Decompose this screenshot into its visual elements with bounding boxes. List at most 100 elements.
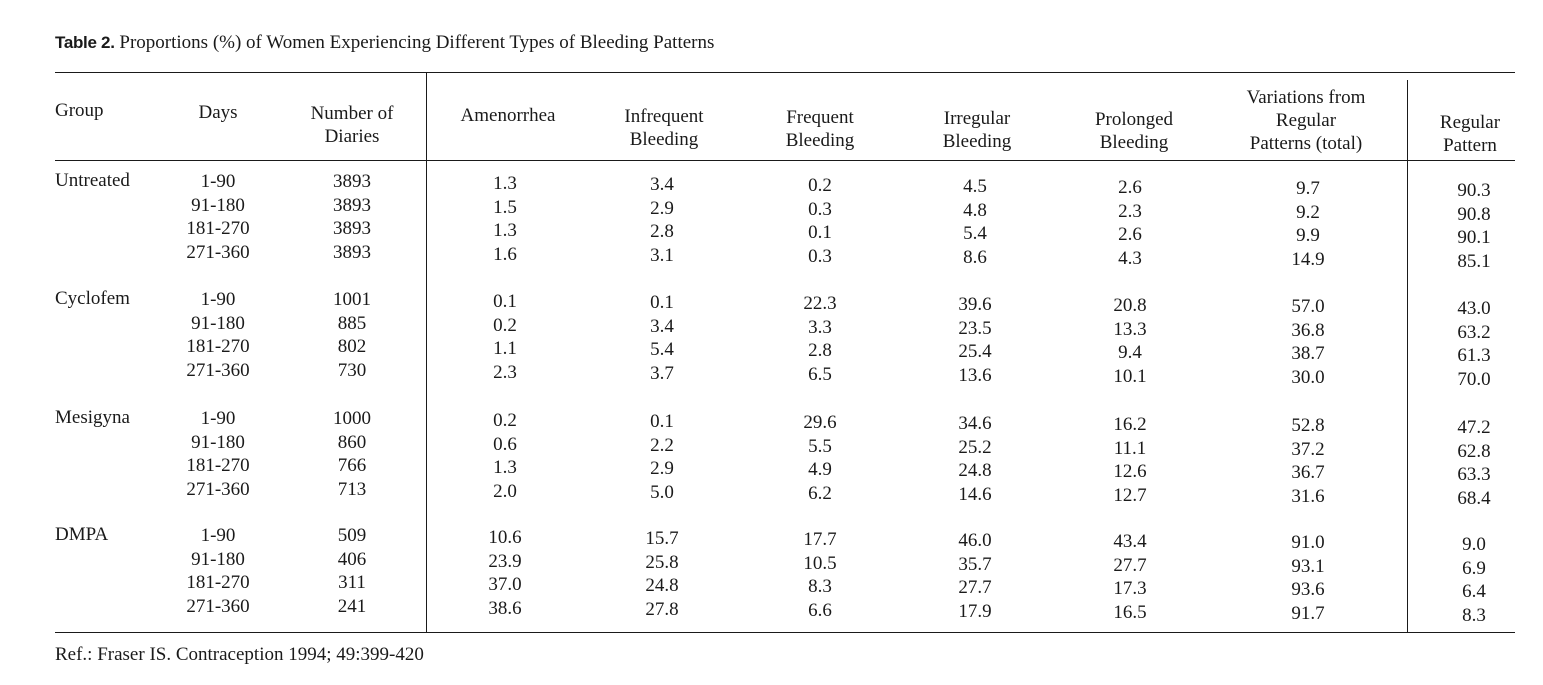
- table-cell-frequent: 2.8: [808, 340, 832, 362]
- table-cell-infrequent: 24.8: [645, 575, 679, 597]
- table-cell-regular: 90.3: [1457, 180, 1491, 201]
- table-cell-diaries: 860: [337, 431, 367, 453]
- table-cell-variations: 57.0: [1291, 296, 1325, 317]
- table-cell-infrequent: 27.8: [645, 598, 679, 620]
- table-cell-prolonged: 9.4: [1118, 342, 1142, 364]
- table-cell-prolonged: 43.4: [1113, 531, 1147, 552]
- header-days: Days: [198, 102, 238, 123]
- table-cell-amenorrhea: 10.6: [488, 527, 522, 548]
- table-cell-diaries: 802: [337, 336, 367, 358]
- table-cell-irregular: 8.6: [963, 246, 987, 268]
- table-cell-irregular: 4.5: [963, 176, 987, 197]
- reference-note: Ref.: Fraser IS. Contraception 1994; 49:…: [55, 644, 424, 665]
- table-cell-days: 181-270: [186, 455, 250, 477]
- group-label: DMPA: [55, 524, 109, 545]
- table-cell-days: 271-360: [186, 359, 250, 381]
- table-cell-infrequent: 0.1: [650, 292, 674, 313]
- table-cell-prolonged: 12.6: [1113, 461, 1147, 483]
- table-cell-regular: 8.3: [1462, 604, 1486, 626]
- table-cell-regular: 70.0: [1457, 368, 1491, 390]
- table-cell-prolonged: 16.5: [1113, 601, 1147, 623]
- table-cell-irregular: 27.7: [958, 577, 992, 599]
- table-cell-irregular: 14.6: [958, 483, 992, 505]
- table-cell-regular: 9.0: [1462, 534, 1486, 555]
- table-cell-infrequent: 2.9: [650, 458, 674, 480]
- table-cell-prolonged: 27.7: [1113, 554, 1147, 576]
- table-cell-amenorrhea: 0.6: [493, 433, 517, 455]
- table-cell-infrequent: 3.7: [650, 362, 674, 384]
- header-infrequent: Infrequent Bleeding: [624, 106, 704, 150]
- table-cell-regular: 85.1: [1457, 250, 1491, 272]
- table-cell-amenorrhea: 23.9: [488, 550, 522, 572]
- table-cell-regular: 90.1: [1457, 227, 1491, 249]
- table-cell-variations: 38.7: [1291, 343, 1325, 365]
- table-cell-amenorrhea: 0.2: [493, 410, 517, 431]
- table-cell-amenorrhea: 1.3: [493, 173, 517, 194]
- table-cell-infrequent: 15.7: [645, 528, 679, 549]
- table-cell-days: 91-180: [191, 194, 245, 216]
- table-cell-days: 181-270: [186, 336, 250, 358]
- table-cell-days: 271-360: [186, 595, 250, 617]
- table-cell-frequent: 6.6: [808, 599, 832, 621]
- table-cell-amenorrhea: 2.0: [493, 480, 517, 502]
- table-cell-variations: 9.2: [1296, 201, 1320, 223]
- table-cell-variations: 9.9: [1296, 225, 1320, 247]
- table-cell-variations: 36.8: [1291, 319, 1325, 341]
- table-cell-variations: 37.2: [1291, 438, 1325, 460]
- table-cell-frequent: 4.9: [808, 459, 832, 481]
- table-cell-days: 91-180: [191, 431, 245, 453]
- table-cell-diaries: 3893: [333, 194, 371, 216]
- table-cell-variations: 30.0: [1291, 366, 1325, 388]
- table-cell-days: 91-180: [191, 312, 245, 334]
- table-cell-prolonged: 16.2: [1113, 414, 1147, 435]
- table-cell-variations: 52.8: [1291, 415, 1325, 436]
- table-cell-amenorrhea: 1.6: [493, 243, 517, 265]
- table-cell-amenorrhea: 38.6: [488, 597, 522, 619]
- table-cell-amenorrhea: 0.1: [493, 291, 517, 312]
- table-cell-irregular: 24.8: [958, 460, 992, 482]
- table-cell-regular: 6.4: [1462, 581, 1486, 603]
- table-cell-frequent: 6.2: [808, 482, 832, 504]
- table-cell-irregular: 4.8: [963, 199, 987, 221]
- table-cell-days: 91-180: [191, 548, 245, 570]
- table-cell-frequent: 3.3: [808, 316, 832, 338]
- table-cell-prolonged: 12.7: [1113, 484, 1147, 506]
- table-cell-infrequent: 2.9: [650, 197, 674, 219]
- table-cell-variations: 31.6: [1291, 485, 1325, 507]
- group-label: Untreated: [55, 170, 130, 191]
- table-cell-diaries: 311: [338, 572, 366, 594]
- table-cell-infrequent: 3.4: [650, 315, 674, 337]
- table-title: Table 2. Proportions (%) of Women Experi…: [55, 32, 714, 54]
- table-caption: Proportions (%) of Women Experiencing Di…: [114, 32, 715, 53]
- table-cell-prolonged: 2.6: [1118, 177, 1142, 198]
- header-diaries: Number of Diaries: [310, 103, 394, 147]
- table-cell-amenorrhea: 37.0: [488, 574, 522, 596]
- table-cell-variations: 93.1: [1291, 555, 1325, 577]
- header-rule: [55, 160, 1515, 161]
- table-cell-irregular: 23.5: [958, 317, 992, 339]
- table-cell-infrequent: 5.0: [650, 481, 674, 503]
- table-cell-prolonged: 11.1: [1113, 437, 1147, 459]
- bottom-rule: [55, 632, 1515, 633]
- table-cell-prolonged: 13.3: [1113, 318, 1147, 340]
- table-cell-diaries: 1001: [333, 289, 371, 310]
- table-cell-frequent: 0.2: [808, 175, 832, 196]
- table-cell-amenorrhea: 1.3: [493, 220, 517, 242]
- table-cell-variations: 14.9: [1291, 248, 1325, 270]
- table-cell-frequent: 29.6: [803, 412, 837, 433]
- table-cell-regular: 63.2: [1457, 321, 1491, 343]
- table-cell-days: 1-90: [200, 525, 236, 546]
- table-cell-days: 1-90: [200, 171, 236, 192]
- table-cell-frequent: 6.5: [808, 363, 832, 385]
- header-regular: Regular Pattern: [1439, 112, 1501, 156]
- table-cell-diaries: 3893: [333, 218, 371, 240]
- table-cell-infrequent: 3.4: [650, 174, 674, 195]
- header-group: Group: [55, 100, 104, 121]
- table-cell-variations: 9.7: [1296, 178, 1320, 199]
- table-cell-irregular: 5.4: [963, 223, 987, 245]
- table-cell-diaries: 3893: [333, 241, 371, 263]
- table-cell-variations: 91.7: [1291, 602, 1325, 624]
- table-cell-frequent: 8.3: [808, 576, 832, 598]
- table-cell-frequent: 22.3: [803, 293, 837, 314]
- top-rule: [55, 72, 1515, 73]
